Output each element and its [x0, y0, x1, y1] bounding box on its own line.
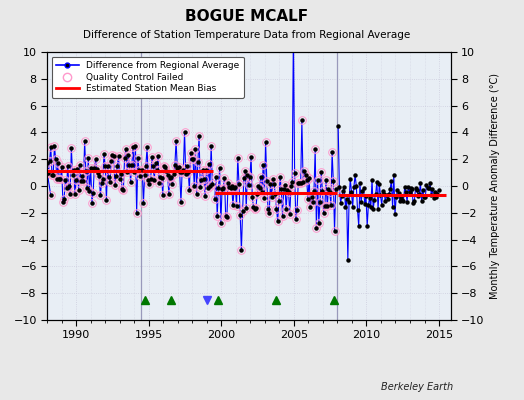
Text: Berkeley Earth: Berkeley Earth — [381, 382, 453, 392]
Text: Difference of Station Temperature Data from Regional Average: Difference of Station Temperature Data f… — [83, 30, 410, 40]
Y-axis label: Monthly Temperature Anomaly Difference (°C): Monthly Temperature Anomaly Difference (… — [490, 73, 500, 299]
Text: BOGUE MCALF: BOGUE MCALF — [185, 9, 308, 24]
